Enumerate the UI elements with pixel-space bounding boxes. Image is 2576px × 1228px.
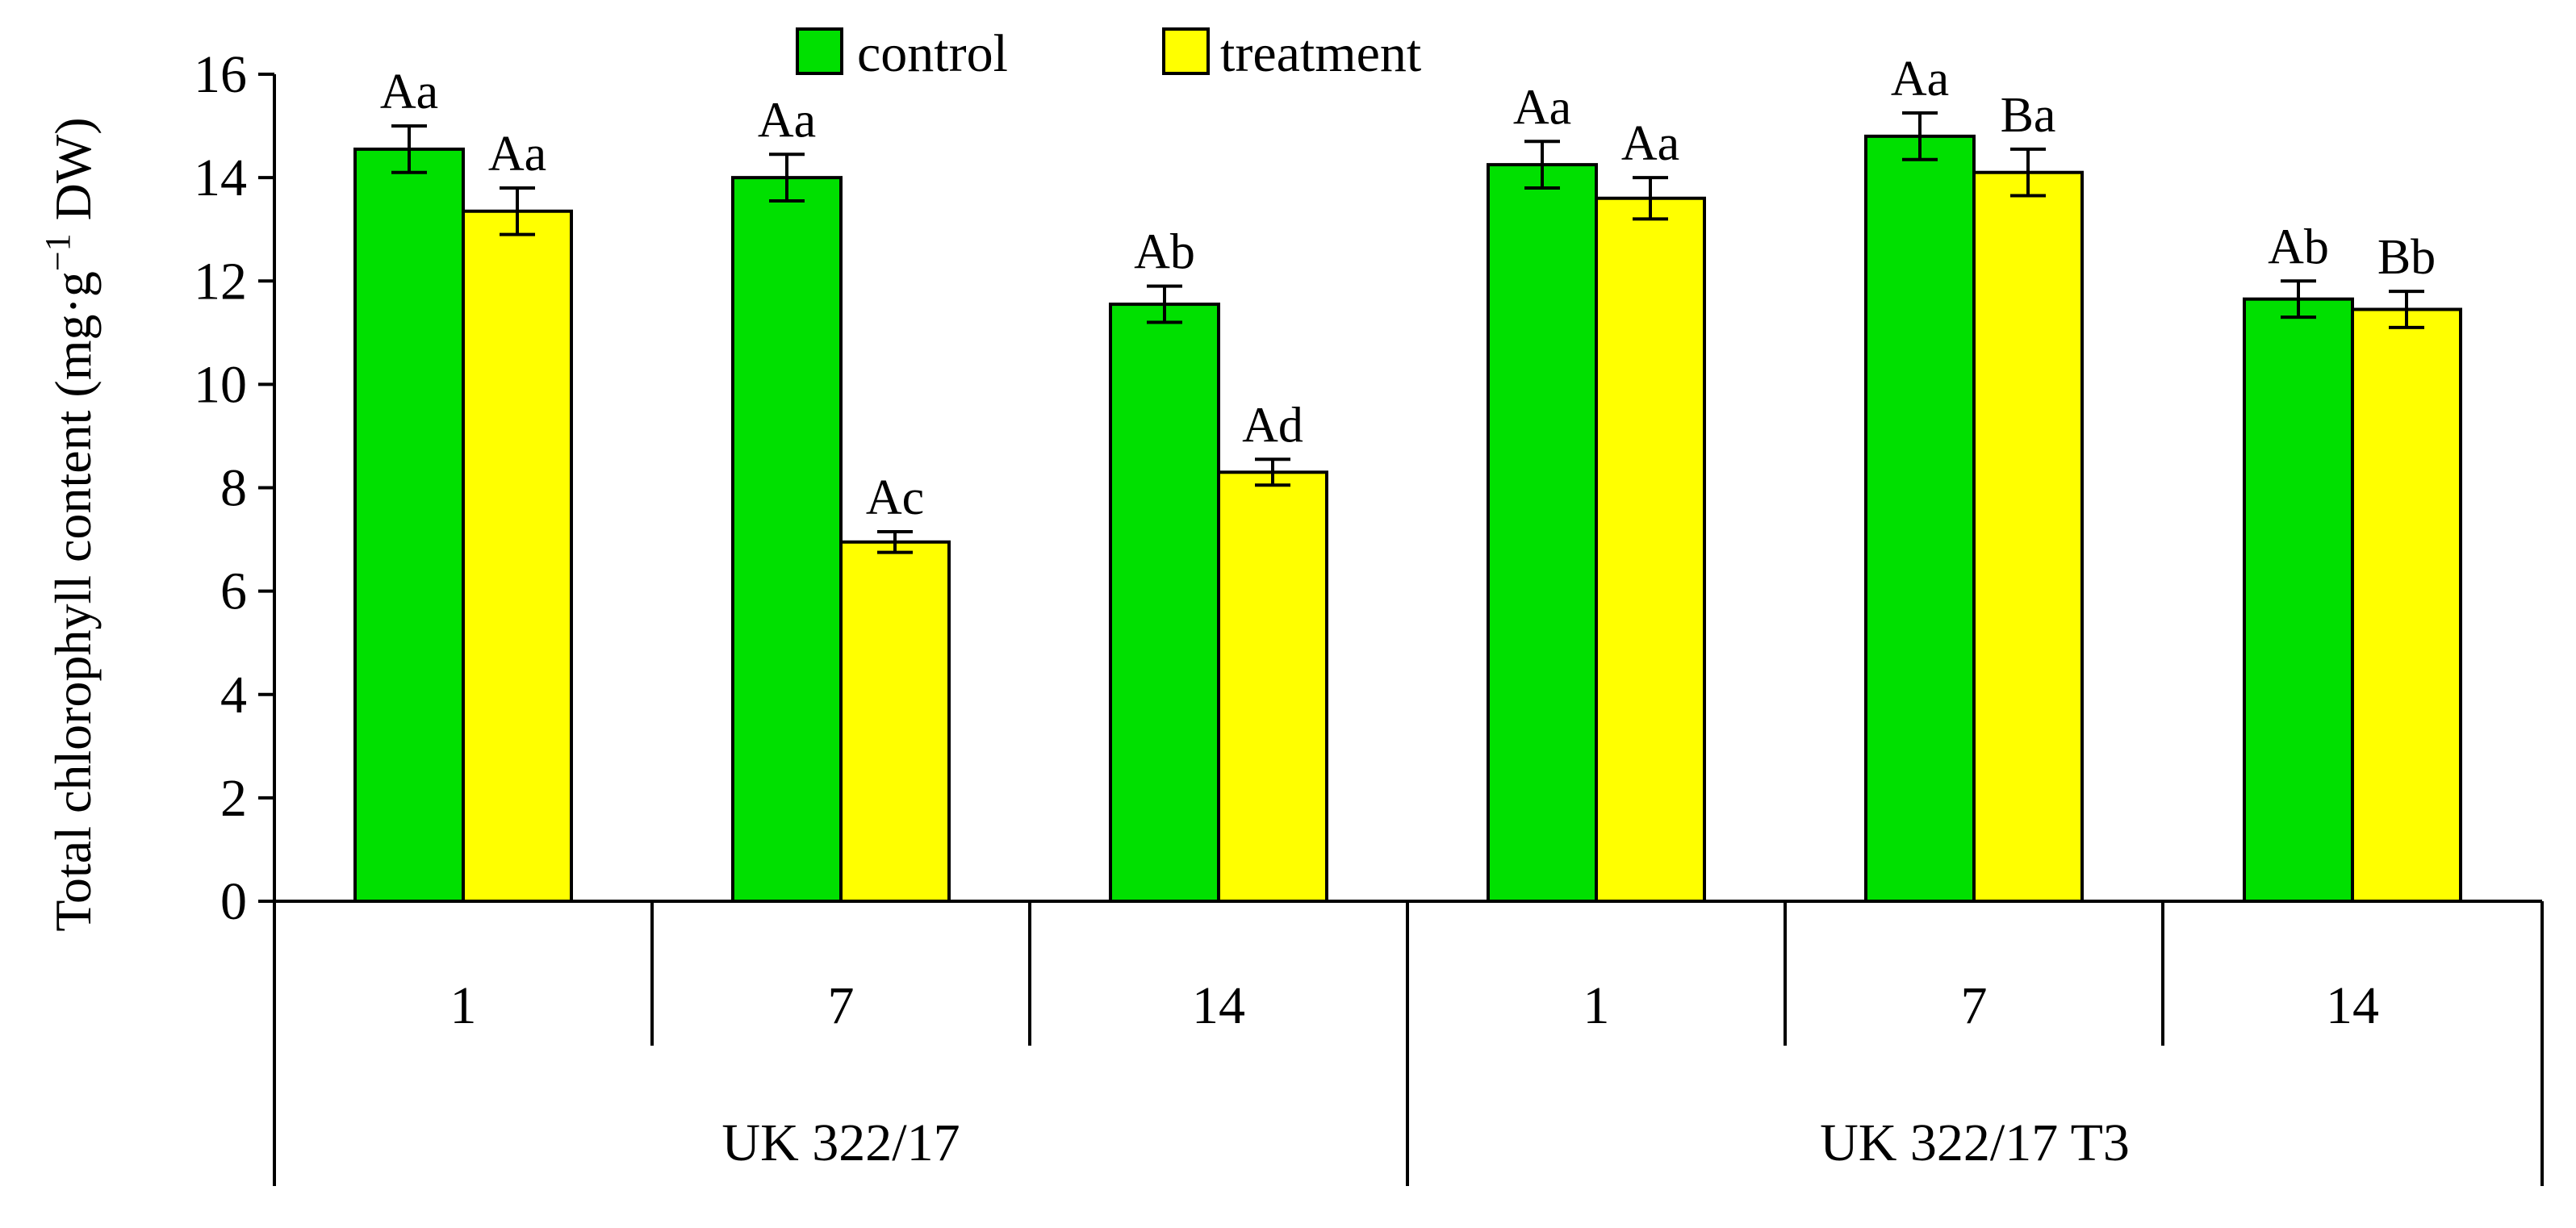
bar-treatment-2 [839,540,951,903]
y-tick-label: 2 [220,769,247,828]
bar-treatment-5 [1972,170,2084,903]
x-category-label: 14 [2326,976,2379,1035]
bar-treatment-1 [462,209,573,903]
bars [353,134,2462,903]
y-tick-label: 16 [194,45,247,104]
error-bar-control-3 [1147,284,1182,324]
y-axis-label-main: Total chlorophyll content (mg·g [44,271,102,931]
x-group-label: UK 322/17 T3 [1820,1113,2130,1172]
bar-treatment-4 [1595,196,1706,903]
significance-label: Ac [866,470,924,525]
error-bar-control-2 [769,152,805,203]
legend-swatch-control [796,27,843,75]
bar-control-3 [1109,303,1220,903]
bar-treatment-3 [1217,470,1328,903]
significance-label: Aa [1513,80,1571,135]
error-bar-treatment-2 [877,529,913,554]
bar-control-4 [1487,163,1598,903]
y-tick-label: 0 [220,872,247,931]
significance-label: Bb [2377,230,2436,285]
legend-label-control: control [857,24,1008,83]
error-bar-control-1 [391,124,427,174]
x-category-label: 7 [828,976,855,1035]
y-axis-ticks: 0 2 4 6 8 10 12 14 16 [194,45,274,931]
significance-label: Ad [1242,398,1303,453]
error-bar-control-4 [1524,140,1560,190]
significance-label: Ab [2268,219,2329,274]
bar-control-6 [2243,297,2354,903]
y-axis-label: Total chlorophyll content (mg·g−1 DW) [38,117,102,931]
x-category-label: 14 [1192,976,1245,1035]
significance-label: Aa [758,93,816,148]
error-bar-treatment-5 [2010,147,2046,198]
bar-treatment-6 [2351,307,2462,903]
error-bars [391,111,2424,554]
bar-control-2 [731,176,843,903]
error-bar-treatment-3 [1255,457,1290,487]
bar-control-5 [1864,134,1976,903]
y-tick-label: 4 [220,666,247,725]
significance-labels: Aa Aa Aa Ac Ab Ad Aa Aa Aa Ba Ab Bb [380,52,2436,525]
y-tick-label: 6 [220,562,247,621]
legend-swatch-treatment [1162,27,1210,75]
error-bar-control-5 [1902,111,1938,161]
x-category-label: 7 [1961,976,1988,1035]
y-axis-label-suffix: DW) [44,117,102,233]
y-tick-label: 12 [194,252,247,311]
y-axis-label-superscript: −1 [38,233,77,271]
category-table: 1 7 14 1 7 14 UK 322/17 UK 322/17 T3 [273,901,2544,1186]
x-category-label: 1 [1583,976,1610,1035]
error-bar-control-6 [2281,279,2316,320]
y-tick-label: 14 [194,148,247,207]
legend-label-treatment: treatment [1220,24,1421,83]
y-tick-label: 10 [194,355,247,414]
error-bar-treatment-1 [500,186,535,236]
bar-control-1 [353,147,465,903]
significance-label: Aa [1621,116,1679,171]
error-bar-treatment-6 [2389,290,2424,329]
legend: control treatment [796,24,1421,83]
x-category-label: 1 [450,976,477,1035]
significance-label: Aa [380,65,438,119]
significance-label: Aa [488,127,546,182]
x-group-label: UK 322/17 [721,1113,960,1172]
significance-label: Ba [2001,88,2056,143]
error-bar-treatment-4 [1633,176,1668,221]
y-tick-label: 8 [220,459,247,518]
significance-label: Aa [1891,52,1949,107]
significance-label: Ab [1134,225,1195,280]
